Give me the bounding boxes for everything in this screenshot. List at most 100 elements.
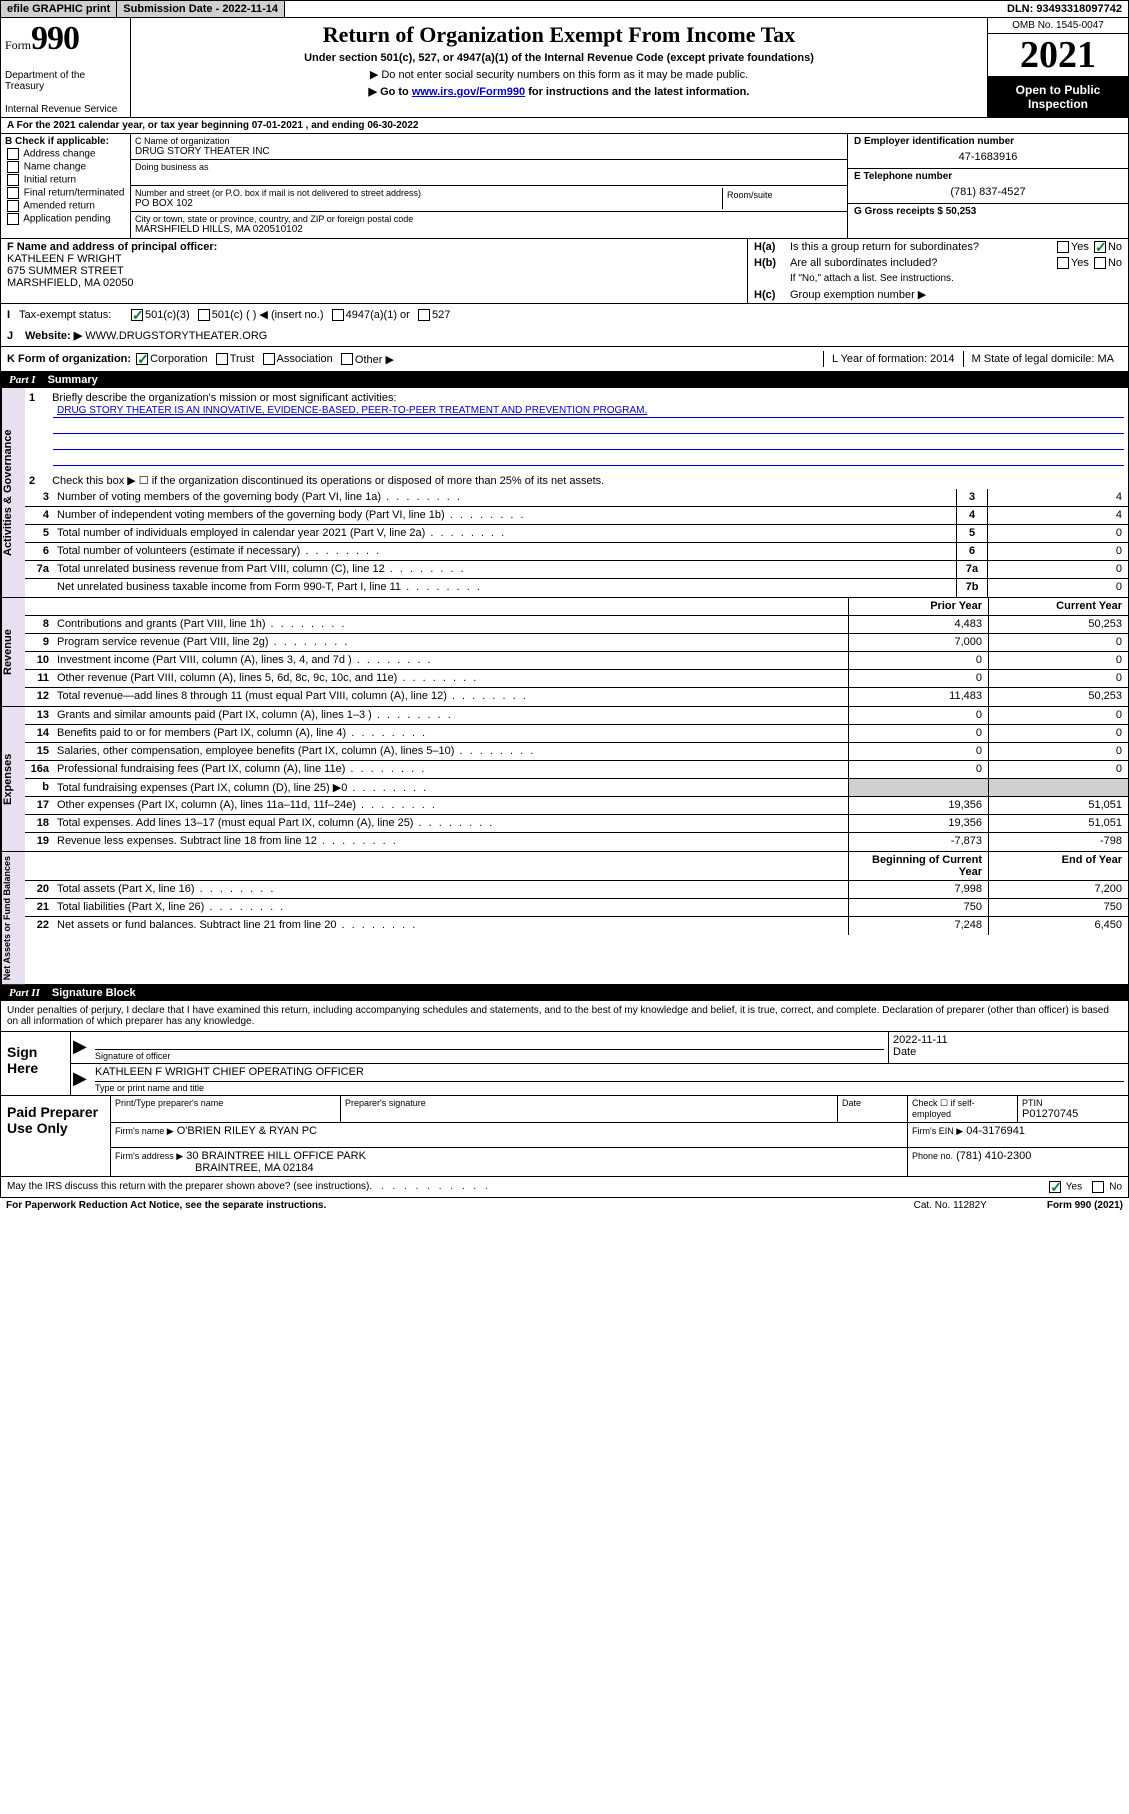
row-klm: K Form of organization: Corporation Trus… [0,347,1129,372]
fh-block: F Name and address of principal officer:… [0,239,1129,304]
ein-label: D Employer identification number [854,136,1122,147]
mission-text[interactable]: DRUG STORY THEATER IS AN INNOVATIVE, EVI… [53,404,1124,418]
ha-label: Is this a group return for subordinates? [790,241,979,253]
financial-line: 8Contributions and grants (Part VIII, li… [25,616,1128,634]
sig-date-value: 2022-11-11 [893,1034,1124,1046]
prep-name-label: Print/Type preparer's name [115,1098,336,1108]
form-prefix: Form [5,38,31,52]
cb-initial-return[interactable]: Initial return [5,174,126,186]
tax-year: 2021 [988,34,1128,77]
col-b-checkboxes: B Check if applicable: Address change Na… [1,134,131,238]
bcd-block: B Check if applicable: Address change Na… [0,134,1129,239]
sig-arrow-1: ▶ [71,1032,91,1063]
col-prior-year: Prior Year [848,598,988,615]
col-end: End of Year [988,852,1128,880]
officer-name-label: Type or print name and title [95,1082,1124,1093]
financial-line: 19Revenue less expenses. Subtract line 1… [25,833,1128,851]
cb-other[interactable] [341,353,353,365]
perjury-text: Under penalties of perjury, I declare th… [1,1001,1128,1031]
cb-amended-return[interactable]: Amended return [5,200,126,212]
hb-yes[interactable] [1057,257,1069,269]
officer-addr2: MARSHFIELD, MA 02050 [7,277,741,289]
financial-line: 11Other revenue (Part VIII, column (A), … [25,670,1128,688]
part1-header: Part I Summary [0,372,1129,388]
l2-text: Check this box ▶ ☐ if the organization d… [52,475,604,487]
l-year-formation: L Year of formation: 2014 [823,351,963,367]
financial-line: 12Total revenue—add lines 8 through 11 (… [25,688,1128,706]
cb-corp[interactable] [136,353,148,365]
cb-527[interactable] [418,309,430,321]
firm-addr2-value: BRAINTREE, MA 02184 [195,1162,903,1174]
cb-final-return[interactable]: Final return/terminated [5,187,126,199]
summary-line: 3Number of voting members of the governi… [25,489,1128,507]
discuss-no[interactable] [1092,1181,1104,1193]
sig-officer-label: Signature of officer [95,1050,884,1061]
discuss-label: May the IRS discuss this return with the… [7,1181,369,1193]
dept-treasury: Department of the Treasury [5,70,126,92]
cb-name-change[interactable]: Name change [5,161,126,173]
h-block: H(a) Is this a group return for subordin… [748,239,1128,303]
cb-address-change[interactable]: Address change [5,148,126,160]
prep-self-employed[interactable]: Check ☐ if self-employed [908,1096,1018,1122]
website-label: Website: ▶ [25,329,82,342]
cat-no: Cat. No. 11282Y [914,1200,987,1211]
col-c-org-info: C Name of organization DRUG STORY THEATE… [131,134,848,238]
sign-here-label: Sign Here [1,1032,71,1095]
cb-501c3[interactable] [131,309,143,321]
city-label: City or town, state or province, country… [135,214,843,224]
cb-application-pending[interactable]: Application pending [5,213,126,225]
financial-line: 18Total expenses. Add lines 13–17 (must … [25,815,1128,833]
firm-name-value: O'BRIEN RILEY & RYAN PC [177,1125,317,1137]
ha-yes[interactable] [1057,241,1069,253]
vtab-expenses: Expenses [1,707,25,851]
financial-line: 15Salaries, other compensation, employee… [25,743,1128,761]
ha-no[interactable] [1094,241,1106,253]
paperwork-notice: For Paperwork Reduction Act Notice, see … [6,1200,326,1211]
cb-assoc[interactable] [263,353,275,365]
firm-addr1-value: 30 BRAINTREE HILL OFFICE PARK [186,1150,366,1162]
mission-blank-3 [53,452,1124,466]
omb-number: OMB No. 1545-0047 [988,18,1128,34]
vtab-revenue: Revenue [1,598,25,706]
k-label: K Form of organization: [7,353,131,365]
form-title: Return of Organization Exempt From Incom… [139,22,979,48]
sig-arrow-2: ▶ [71,1064,91,1095]
hb-note: If "No," attach a list. See instructions… [748,271,1128,286]
financial-line: 17Other expenses (Part IX, column (A), l… [25,797,1128,815]
hb-no[interactable] [1094,257,1106,269]
firm-addr-label: Firm's address ▶ [115,1151,183,1161]
website-value: WWW.DRUGSTORYTHEATER.ORG [85,330,267,342]
cb-trust[interactable] [216,353,228,365]
form-subtitle-2: Do not enter social security numbers on … [139,68,979,81]
summary-line: Net unrelated business taxable income fr… [25,579,1128,597]
cb-4947[interactable] [332,309,344,321]
city-value: MARSHFIELD HILLS, MA 020510102 [135,224,843,235]
summary-line: 4Number of independent voting members of… [25,507,1128,525]
firm-ein-value: 04-3176941 [966,1125,1025,1137]
row-a-tax-year: A For the 2021 calendar year, or tax yea… [0,118,1129,134]
efile-print-button[interactable]: efile GRAPHIC print [1,1,117,17]
hc-label: Group exemption number ▶ [790,288,926,301]
officer-name: KATHLEEN F WRIGHT [7,253,741,265]
firm-phone-value: (781) 410-2300 [956,1150,1031,1162]
form-header: Form990 Department of the Treasury Inter… [0,18,1129,118]
m-state-domicile: M State of legal domicile: MA [963,351,1122,367]
summary-line: 6Total number of volunteers (estimate if… [25,543,1128,561]
financial-line: 13Grants and similar amounts paid (Part … [25,707,1128,725]
cb-501c[interactable] [198,309,210,321]
submission-date-button[interactable]: Submission Date - 2022-11-14 [117,1,285,17]
sig-officer-line[interactable] [95,1034,884,1050]
financial-line: 16aProfessional fundraising fees (Part I… [25,761,1128,779]
financial-line: 9Program service revenue (Part VIII, lin… [25,634,1128,652]
irs-link[interactable]: www.irs.gov/Form990 [412,86,525,98]
hb-label: Are all subordinates included? [790,257,937,269]
financial-line: 20Total assets (Part X, line 16)7,9987,2… [25,881,1128,899]
tax-exempt-label: Tax-exempt status: [19,309,129,321]
dln-label: DLN: 93493318097742 [1001,1,1128,17]
financial-line: 21Total liabilities (Part X, line 26)750… [25,899,1128,917]
paid-preparer-label: Paid Preparer Use Only [1,1096,111,1176]
firm-phone-label: Phone no. [912,1151,953,1161]
part1-body: Activities & Governance 1 Briefly descri… [0,388,1129,985]
discuss-yes[interactable] [1049,1181,1061,1193]
prep-date-label: Date [842,1098,903,1108]
